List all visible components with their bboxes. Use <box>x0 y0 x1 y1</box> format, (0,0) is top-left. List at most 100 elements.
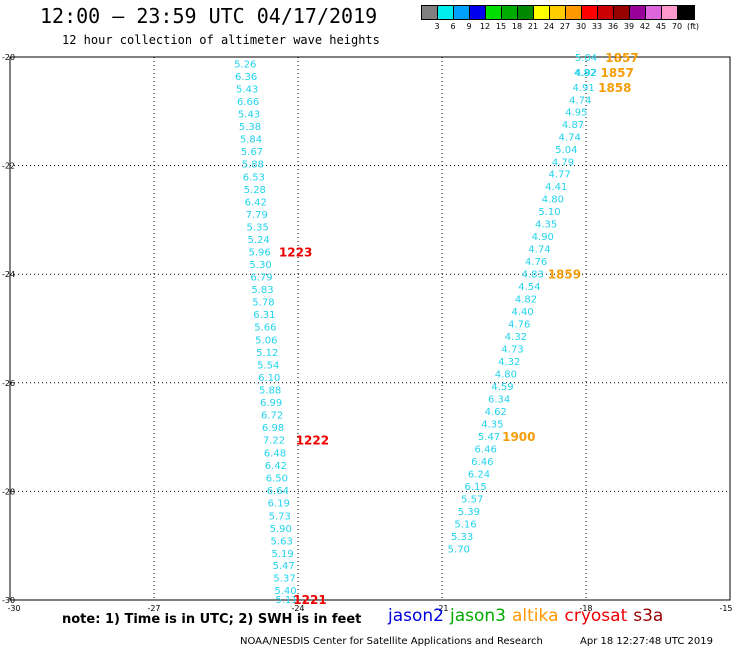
wave-height-value: 5.35 <box>247 222 269 233</box>
wave-height-value: 5.88 <box>242 159 264 170</box>
legend-swatch <box>518 6 534 19</box>
wave-height-value: 5.39 <box>458 507 480 518</box>
wave-height-value: 5.84 <box>240 134 262 145</box>
time-label: 1858 <box>598 81 631 95</box>
time-label: 1223 <box>279 245 312 259</box>
page-subtitle: 12 hour collection of altimeter wave hei… <box>62 33 380 47</box>
wave-height-value: 5.16 <box>454 519 476 530</box>
lat-tick-label: -30 <box>2 596 15 605</box>
wave-height-value: 4.82 <box>515 295 537 306</box>
wave-height-value: 7.79 <box>246 210 268 221</box>
wave-height-value: 5.73 <box>269 511 291 522</box>
wave-height-value: 5.10 <box>538 207 560 218</box>
lat-tick-label: -28 <box>2 487 15 496</box>
wave-height-value: 5.24 <box>248 235 270 246</box>
legend-label: 36 <box>607 22 619 31</box>
time-label: 1857 <box>605 51 638 65</box>
map-frame <box>9 56 731 601</box>
wave-height-value: 4.35 <box>481 420 503 431</box>
wave-height-value: 4.80 <box>542 195 564 206</box>
lon-tick-label: -24 <box>291 604 304 613</box>
time-label: 1900 <box>502 430 535 444</box>
legend-swatch <box>630 6 646 19</box>
wave-height-value: 6.42 <box>265 461 287 472</box>
legend-label: 24 <box>543 22 555 31</box>
wave-height-value: 6.66 <box>237 97 259 108</box>
wave-height-value: 5.83 <box>251 285 273 296</box>
legend-swatch <box>678 6 694 19</box>
legend-label: (ft) <box>686 22 700 31</box>
legend-label: 42 <box>639 22 651 31</box>
satellite-name: cryosat <box>564 606 628 626</box>
wave-height-value: 6.15 <box>464 482 486 493</box>
legend-label: 3 <box>434 22 440 31</box>
legend-label: 33 <box>591 22 603 31</box>
wave-height-value: 4.79 <box>552 157 574 168</box>
legend-swatch <box>646 6 662 19</box>
lon-tick-label: -15 <box>719 604 732 613</box>
legend-label: 21 <box>527 22 539 31</box>
wave-height-value: 5.63 <box>271 536 293 547</box>
wave-height-value: 5.26 <box>234 60 256 71</box>
page-title: 12:00 — 23:59 UTC 04/17/2019 <box>40 4 378 28</box>
wave-height-value: 4.82 <box>574 68 596 79</box>
lat-tick-label: -20 <box>2 53 15 62</box>
wave-height-value: 4.80 <box>495 370 517 381</box>
wave-height-value: 4.90 <box>532 232 554 243</box>
wave-height-value: 5.12 <box>256 348 278 359</box>
wave-height-value: 5.47 <box>272 561 294 572</box>
lat-tick-label: -22 <box>2 162 15 171</box>
wave-height-value: 4.32 <box>498 357 520 368</box>
wave-height-value: 5.37 <box>273 574 295 585</box>
legend-swatch <box>438 6 454 19</box>
satellite-name: jason2 <box>388 606 444 626</box>
wave-height-value: 5.54 <box>257 360 279 371</box>
legend-swatch <box>502 6 518 19</box>
wave-height-value: 4.32 <box>505 332 527 343</box>
wave-height-value: 5.66 <box>254 322 276 333</box>
wave-height-value: 6.46 <box>471 457 493 468</box>
wave-height-value: 5.19 <box>272 549 294 560</box>
wave-height-value: 6.10 <box>258 373 280 384</box>
wave-height-value: 4.74 <box>569 95 591 106</box>
wave-height-value: 4.62 <box>485 407 507 418</box>
lon-tick-label: -30 <box>7 604 20 613</box>
time-label: 1859 <box>548 268 581 282</box>
wave-height-value: 5.90 <box>270 524 292 535</box>
wave-height-value: 5.38 <box>239 122 261 133</box>
wave-height-value: 5.67 <box>241 147 263 158</box>
wave-height-value: 5.43 <box>236 84 258 95</box>
wave-height-value: 7.22 <box>263 435 285 446</box>
wave-height-value: 6.48 <box>264 448 286 459</box>
wave-height-value: 5.96 <box>248 247 270 258</box>
wave-height-value: 4.74 <box>559 132 581 143</box>
legend-labels: 3 6 9 12 15 18 21 24 27 30 33 36 39 42 45 70 (ft) <box>421 20 699 34</box>
wave-height-value: 5.04 <box>575 53 597 64</box>
credit-text: NOAA/NESDIS Center for Satellite Applica… <box>240 636 543 647</box>
wave-height-value: 6.42 <box>245 197 267 208</box>
wave-height-value: 5.06 <box>255 335 277 346</box>
wave-height-value: 4.76 <box>508 320 530 331</box>
wave-height-value: 5.30 <box>249 260 271 271</box>
wave-height-value: 6.19 <box>268 498 290 509</box>
wave-height-value: 4.87 <box>562 120 584 131</box>
legend-swatch <box>534 6 550 19</box>
lon-tick-label: -21 <box>435 604 448 613</box>
legend-swatches <box>421 5 695 20</box>
legend-swatch <box>662 6 678 19</box>
legend-label: 45 <box>655 22 667 31</box>
wave-height-value: 5.78 <box>252 297 274 308</box>
legend-swatch <box>486 6 502 19</box>
satellite-name: jason3 <box>450 606 506 626</box>
wave-height-value: 4.77 <box>548 170 570 181</box>
wave-height-value: 5.40 <box>274 586 296 597</box>
wave-height-value: 4.73 <box>501 345 523 356</box>
wave-height-value: 6.24 <box>468 469 490 480</box>
legend-label: 9 <box>466 22 472 31</box>
wave-height-value: 5.33 <box>451 532 473 543</box>
legend-label: 12 <box>479 22 491 31</box>
wave-height-value: 4.40 <box>512 307 534 318</box>
satellite-name: s3a <box>633 606 664 626</box>
legend-swatch <box>614 6 630 19</box>
wave-height-value: 6.34 <box>488 395 510 406</box>
